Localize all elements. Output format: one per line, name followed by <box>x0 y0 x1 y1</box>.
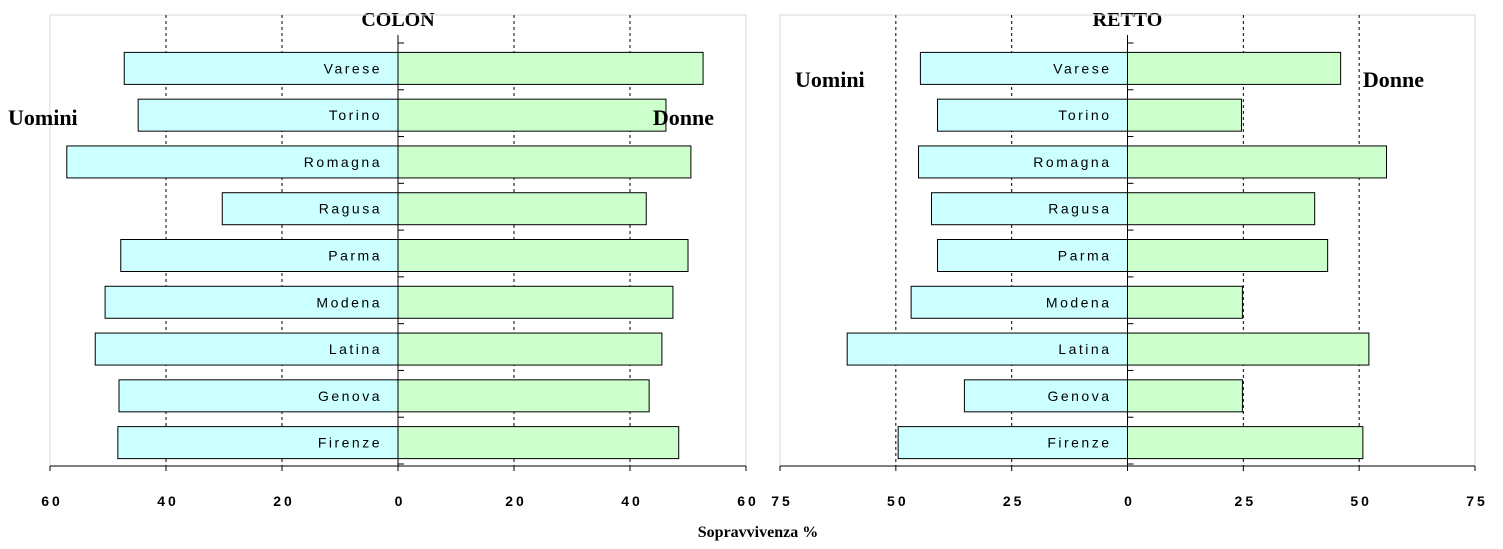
bar <box>397 145 692 179</box>
x-tick-label: 60 <box>41 493 63 509</box>
x-axis-label: Sopravvivenza % <box>698 524 818 541</box>
chart-title: RETTO <box>1093 9 1163 31</box>
bar <box>963 379 1129 413</box>
bar <box>937 98 1128 132</box>
bar <box>397 426 680 460</box>
bar <box>397 332 663 366</box>
legend-label: Uomini <box>8 105 78 130</box>
category-label: Romagna <box>1033 154 1111 170</box>
category-label: Latina <box>329 341 382 357</box>
chart-title: COLON <box>361 9 435 31</box>
x-tick-label: 40 <box>621 493 643 509</box>
x-tick-label: 60 <box>737 493 759 509</box>
x-tick-label: 75 <box>1466 493 1488 509</box>
bar <box>1127 426 1364 460</box>
x-tick-label: 40 <box>157 493 179 509</box>
bar <box>397 379 650 413</box>
bar <box>397 98 667 132</box>
bar <box>397 239 689 272</box>
bar <box>397 285 674 319</box>
category-label: Genova <box>318 388 382 404</box>
bar <box>919 51 1129 85</box>
bar <box>1127 239 1329 272</box>
category-label: Latina <box>1058 341 1111 357</box>
category-label: Firenze <box>318 435 382 451</box>
x-tick-label: 25 <box>1003 493 1025 509</box>
x-tick-label: 20 <box>505 493 527 509</box>
bar <box>1127 379 1243 413</box>
legend-label: Donne <box>653 105 714 130</box>
category-label: Romagna <box>304 154 382 170</box>
bar <box>937 239 1128 272</box>
bar <box>118 379 399 413</box>
x-tick-label: 50 <box>1350 493 1372 509</box>
category-label: Parma <box>328 248 382 264</box>
bar <box>1127 285 1243 319</box>
x-tick-label: 20 <box>273 493 295 509</box>
category-label: Modena <box>1046 294 1112 310</box>
bar <box>931 192 1129 226</box>
category-label: Firenze <box>1047 435 1111 451</box>
bar <box>104 285 399 319</box>
bar <box>123 51 399 85</box>
x-tick-label: 0 <box>1124 493 1135 509</box>
category-label: Ragusa <box>319 201 382 217</box>
bar <box>1127 51 1342 85</box>
x-tick-label: 0 <box>395 493 406 509</box>
bar <box>1127 332 1370 366</box>
bar <box>221 192 399 226</box>
x-tick-label: 25 <box>1235 493 1257 509</box>
category-label: Genova <box>1047 388 1111 404</box>
bar <box>910 285 1129 319</box>
x-tick-label: 75 <box>771 493 793 509</box>
category-label: Varese <box>324 60 382 76</box>
bar <box>137 98 399 132</box>
x-tick-label: 50 <box>887 493 909 509</box>
bar <box>397 192 647 226</box>
category-label: Varese <box>1053 60 1111 76</box>
legend-label: Donne <box>1363 67 1424 92</box>
category-label: Ragusa <box>1048 201 1111 217</box>
bar <box>397 51 704 85</box>
bar <box>120 239 399 272</box>
category-label: Modena <box>316 294 382 310</box>
bar <box>1127 145 1388 179</box>
category-label: Torino <box>1058 107 1111 123</box>
bar <box>1127 98 1242 132</box>
bar <box>918 145 1129 179</box>
category-label: Parma <box>1058 248 1112 264</box>
category-label: Torino <box>329 107 382 123</box>
bar <box>1127 192 1316 226</box>
bar <box>897 426 1129 460</box>
legend-label: Uomini <box>795 67 865 92</box>
